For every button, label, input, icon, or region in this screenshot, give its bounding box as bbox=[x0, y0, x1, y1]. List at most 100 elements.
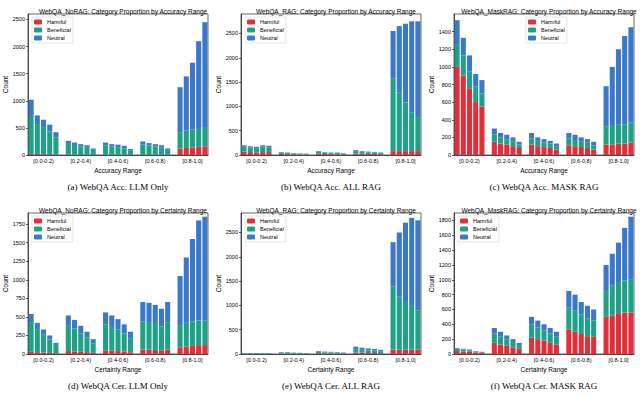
svg-text:Beneficial: Beneficial bbox=[47, 27, 71, 33]
svg-text:[0.8-1.0]: [0.8-1.0] bbox=[608, 158, 629, 164]
svg-text:1200: 1200 bbox=[439, 262, 451, 268]
svg-text:[0.6-0.8): [0.6-0.8) bbox=[358, 158, 379, 164]
svg-text:(e) WebQA Cer. ALL RAG: (e) WebQA Cer. ALL RAG bbox=[282, 381, 381, 391]
svg-text:[0.2-0.4): [0.2-0.4) bbox=[284, 158, 305, 164]
svg-text:2000: 2000 bbox=[13, 44, 25, 50]
svg-text:Neutral: Neutral bbox=[473, 234, 491, 240]
svg-text:(b) WebQA Acc. ALL RAG: (b) WebQA Acc. ALL RAG bbox=[281, 182, 382, 192]
svg-text:1500: 1500 bbox=[13, 71, 25, 77]
svg-text:[0.2-0.4): [0.2-0.4) bbox=[71, 158, 92, 164]
svg-text:Beneficial: Beneficial bbox=[473, 226, 497, 232]
svg-text:[0.6-0.8): [0.6-0.8) bbox=[145, 158, 166, 164]
svg-text:Count: Count bbox=[2, 275, 9, 293]
svg-text:Certainty Range: Certainty Range bbox=[308, 366, 355, 374]
svg-text:0: 0 bbox=[235, 152, 238, 158]
svg-text:2500: 2500 bbox=[226, 30, 238, 36]
svg-text:Beneficial: Beneficial bbox=[47, 226, 71, 232]
svg-text:[0.2-0.4): [0.2-0.4) bbox=[71, 357, 92, 363]
svg-text:200: 200 bbox=[442, 134, 451, 140]
svg-text:2500: 2500 bbox=[226, 229, 238, 235]
svg-text:Neutral: Neutral bbox=[47, 35, 65, 41]
svg-text:1000: 1000 bbox=[226, 103, 238, 109]
svg-text:800: 800 bbox=[442, 292, 451, 298]
svg-text:Harmful: Harmful bbox=[260, 218, 279, 224]
svg-text:0: 0 bbox=[235, 351, 238, 357]
svg-text:600: 600 bbox=[442, 306, 451, 312]
svg-text:[0.0-0.2): [0.0-0.2) bbox=[246, 357, 267, 363]
svg-text:Accuracy Range: Accuracy Range bbox=[520, 167, 568, 175]
svg-text:1000: 1000 bbox=[439, 277, 451, 283]
svg-text:600: 600 bbox=[442, 99, 451, 105]
svg-text:[0.0-0.2): [0.0-0.2) bbox=[459, 357, 480, 363]
svg-text:WebQA_NoRAG: Category Proporti: WebQA_NoRAG: Category Proportion by Accu… bbox=[39, 8, 208, 16]
svg-text:(a) WebQA Acc. LLM Only: (a) WebQA Acc. LLM Only bbox=[68, 182, 169, 192]
svg-text:[0.0-0.2): [0.0-0.2) bbox=[459, 158, 480, 164]
svg-text:1200: 1200 bbox=[439, 46, 451, 52]
svg-text:Certainty Range: Certainty Range bbox=[521, 366, 568, 374]
svg-text:500: 500 bbox=[229, 327, 238, 333]
svg-text:Beneficial: Beneficial bbox=[260, 27, 284, 33]
svg-text:1000: 1000 bbox=[13, 277, 25, 283]
svg-text:Harmful: Harmful bbox=[47, 218, 66, 224]
svg-text:250: 250 bbox=[16, 332, 25, 338]
svg-text:1750: 1750 bbox=[13, 221, 25, 227]
svg-text:1800: 1800 bbox=[439, 217, 451, 223]
svg-text:[0.2-0.4): [0.2-0.4) bbox=[497, 357, 518, 363]
svg-text:2000: 2000 bbox=[226, 55, 238, 61]
svg-text:[0.0-0.2): [0.0-0.2) bbox=[246, 158, 267, 164]
svg-text:[0.0-0.2): [0.0-0.2) bbox=[33, 158, 54, 164]
svg-text:[0.4-0.6): [0.4-0.6) bbox=[321, 357, 342, 363]
svg-text:500: 500 bbox=[16, 125, 25, 131]
svg-text:1250: 1250 bbox=[13, 258, 25, 264]
svg-text:Count: Count bbox=[215, 275, 222, 293]
svg-text:[0.4-0.6): [0.4-0.6) bbox=[534, 357, 555, 363]
svg-text:2000: 2000 bbox=[226, 254, 238, 260]
svg-text:Neutral: Neutral bbox=[541, 35, 559, 41]
svg-text:Count: Count bbox=[2, 76, 9, 94]
svg-text:500: 500 bbox=[229, 128, 238, 134]
svg-text:1000: 1000 bbox=[13, 98, 25, 104]
svg-text:1500: 1500 bbox=[226, 278, 238, 284]
svg-text:1000: 1000 bbox=[226, 302, 238, 308]
svg-text:Neutral: Neutral bbox=[47, 234, 65, 240]
svg-text:WebQA_NoRAG: Category Proporti: WebQA_NoRAG: Category Proportion by Cert… bbox=[39, 207, 207, 215]
svg-text:0: 0 bbox=[448, 351, 451, 357]
svg-text:Beneficial: Beneficial bbox=[541, 27, 565, 33]
svg-text:Harmful: Harmful bbox=[541, 19, 560, 25]
svg-text:[0.6-0.8): [0.6-0.8) bbox=[571, 357, 592, 363]
svg-text:[0.6-0.8): [0.6-0.8) bbox=[358, 357, 379, 363]
svg-text:Harmful: Harmful bbox=[260, 19, 279, 25]
svg-text:750: 750 bbox=[16, 295, 25, 301]
svg-text:Beneficial: Beneficial bbox=[260, 226, 284, 232]
svg-text:2500: 2500 bbox=[13, 16, 25, 22]
svg-text:800: 800 bbox=[442, 82, 451, 88]
svg-text:[0.4-0.6): [0.4-0.6) bbox=[321, 158, 342, 164]
svg-text:[0.8-1.0]: [0.8-1.0] bbox=[395, 357, 416, 363]
svg-text:Harmful: Harmful bbox=[473, 218, 492, 224]
svg-text:0: 0 bbox=[22, 152, 25, 158]
svg-text:1400: 1400 bbox=[439, 29, 451, 35]
svg-text:1500: 1500 bbox=[13, 240, 25, 246]
svg-text:WebQA_RAG: Category Proportion: WebQA_RAG: Category Proportion by Accura… bbox=[256, 8, 416, 16]
svg-text:Count: Count bbox=[428, 275, 435, 293]
svg-text:Neutral: Neutral bbox=[260, 35, 278, 41]
svg-text:500: 500 bbox=[16, 314, 25, 320]
svg-text:400: 400 bbox=[442, 321, 451, 327]
svg-text:0: 0 bbox=[448, 152, 451, 158]
svg-text:Accuracy Range: Accuracy Range bbox=[94, 167, 142, 175]
svg-text:WebQA_MaskRAG: Category Propor: WebQA_MaskRAG: Category Proportion by Ce… bbox=[461, 207, 636, 215]
svg-text:1500: 1500 bbox=[226, 79, 238, 85]
svg-text:[0.4-0.6): [0.4-0.6) bbox=[534, 158, 555, 164]
svg-text:[0.2-0.4): [0.2-0.4) bbox=[284, 357, 305, 363]
svg-text:(c) WebQA Acc. MASK RAG: (c) WebQA Acc. MASK RAG bbox=[490, 182, 599, 192]
svg-text:[0.2-0.4): [0.2-0.4) bbox=[497, 158, 518, 164]
svg-text:Neutral: Neutral bbox=[260, 234, 278, 240]
svg-text:400: 400 bbox=[442, 117, 451, 123]
svg-text:[0.4-0.6): [0.4-0.6) bbox=[108, 357, 129, 363]
svg-text:WebQA_MaskRAG: Category Propor: WebQA_MaskRAG: Category Proportion by Ac… bbox=[461, 8, 637, 16]
svg-text:0: 0 bbox=[22, 351, 25, 357]
svg-text:Certainty Range: Certainty Range bbox=[95, 366, 142, 374]
svg-text:Harmful: Harmful bbox=[47, 19, 66, 25]
svg-text:1400: 1400 bbox=[439, 247, 451, 253]
svg-text:(d) WebQA Cer. LLM Only: (d) WebQA Cer. LLM Only bbox=[68, 381, 168, 391]
